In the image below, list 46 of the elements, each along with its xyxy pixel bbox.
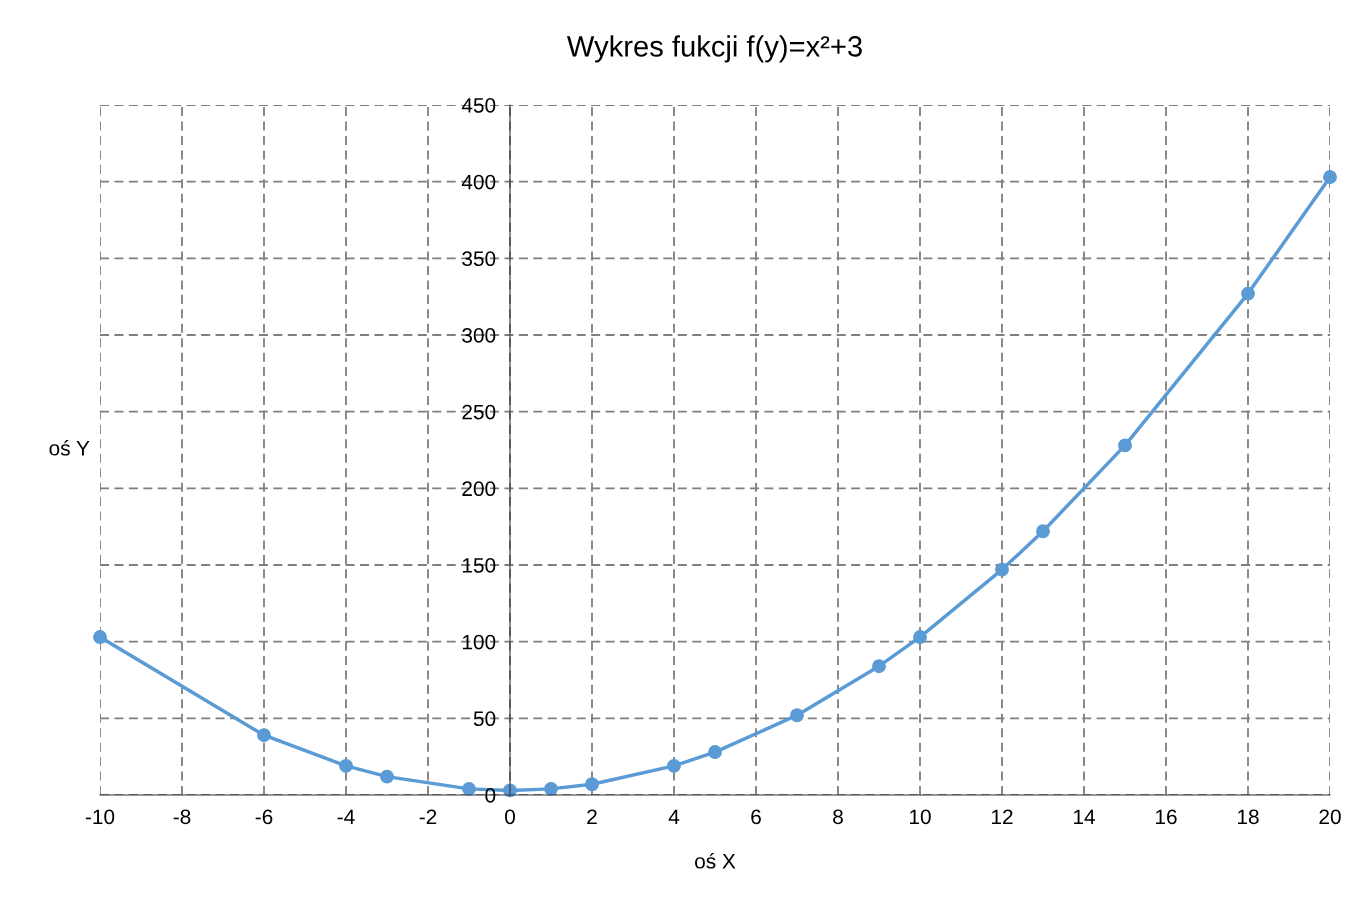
x-tick-label: 10 — [910, 809, 931, 825]
point — [913, 630, 927, 645]
x-tick-label: -8 — [173, 809, 191, 825]
x-tick-label: 4 — [668, 809, 680, 824]
point — [667, 758, 681, 773]
y-tick-label: 300 — [462, 328, 496, 343]
point — [1323, 170, 1337, 185]
x-tick-label: 12 — [992, 809, 1013, 824]
point — [1036, 524, 1050, 539]
x-tick-label: -4 — [337, 809, 355, 824]
y-tick-label: 100 — [462, 634, 496, 650]
y-tick-label: 450 — [461, 98, 496, 113]
y-tick-label: 200 — [462, 481, 496, 497]
point — [339, 758, 353, 773]
x-tick-label: 14 — [1074, 809, 1095, 824]
point — [462, 781, 476, 796]
point — [585, 777, 599, 792]
x-tick-label: 0 — [505, 809, 515, 825]
chart-title: Wykres fukcji f(y)=x²+3 — [566, 35, 862, 63]
y-tick-label: 400 — [461, 174, 496, 190]
point — [790, 708, 804, 723]
x-tick-label: -2 — [419, 809, 437, 824]
y-tick-label: 50 — [473, 711, 496, 727]
point — [93, 630, 107, 645]
point — [544, 781, 558, 796]
x-tick-label: 18 — [1238, 809, 1259, 825]
x-tick-label: -6 — [255, 809, 273, 825]
point — [1241, 286, 1255, 301]
y-tick-label: 350 — [462, 251, 496, 267]
x-tick-label: 6 — [751, 809, 761, 825]
point — [708, 745, 722, 760]
y-axis-title: oś Y — [49, 440, 90, 456]
x-tick-label: 8 — [833, 809, 843, 825]
x-axis-title: oś X — [695, 853, 736, 869]
x-tick-label: 20 — [1319, 809, 1341, 825]
y-tick-label: 250 — [462, 404, 496, 420]
x-tick-label: 16 — [1156, 809, 1177, 825]
x-tick-label: 2 — [587, 809, 597, 824]
y-tick-label: 150 — [462, 558, 496, 573]
point — [995, 562, 1009, 577]
point — [257, 728, 271, 743]
y-tick-label: 0 — [485, 788, 496, 803]
point — [1118, 438, 1132, 453]
x-tick-label: -10 — [85, 809, 115, 825]
point — [872, 659, 886, 674]
point — [380, 769, 394, 784]
